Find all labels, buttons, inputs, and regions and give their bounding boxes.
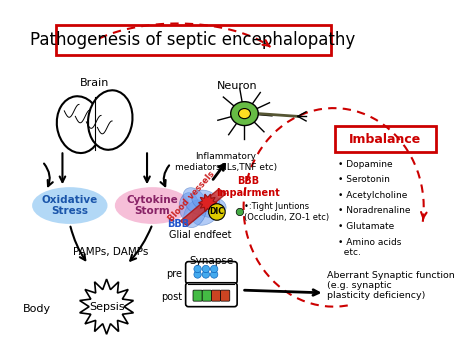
FancyBboxPatch shape <box>186 283 237 307</box>
FancyBboxPatch shape <box>186 262 237 284</box>
Text: post: post <box>161 291 182 301</box>
Circle shape <box>210 265 218 273</box>
Text: BBB: BBB <box>167 219 189 229</box>
Polygon shape <box>199 194 217 212</box>
Text: • Serotonin: • Serotonin <box>338 175 390 184</box>
Ellipse shape <box>192 190 220 212</box>
Text: Inflammatory
mediators(ILs,TNF etc): Inflammatory mediators(ILs,TNF etc) <box>175 152 277 171</box>
Circle shape <box>210 271 218 278</box>
Circle shape <box>202 265 210 273</box>
Text: • Noradrenaline: • Noradrenaline <box>338 207 411 215</box>
Ellipse shape <box>238 109 250 119</box>
Text: Aberrant Synaptic function
(e.g. synaptic
plasticity deficiency): Aberrant Synaptic function (e.g. synapti… <box>327 271 455 300</box>
Text: • Amino acids
  etc.: • Amino acids etc. <box>338 238 401 257</box>
FancyBboxPatch shape <box>202 290 211 301</box>
Ellipse shape <box>57 96 101 153</box>
Polygon shape <box>180 189 226 226</box>
FancyBboxPatch shape <box>56 25 331 55</box>
Circle shape <box>194 271 201 278</box>
Circle shape <box>236 208 244 215</box>
Ellipse shape <box>231 102 258 126</box>
Text: Imbalance: Imbalance <box>349 133 421 146</box>
Text: Glial endfeet: Glial endfeet <box>169 230 232 240</box>
FancyBboxPatch shape <box>211 290 220 301</box>
Text: Blood vessels: Blood vessels <box>167 169 217 223</box>
Ellipse shape <box>192 202 219 225</box>
Ellipse shape <box>32 187 108 224</box>
Ellipse shape <box>197 197 226 218</box>
Ellipse shape <box>88 90 133 150</box>
Ellipse shape <box>183 188 207 214</box>
Text: Neuron: Neuron <box>217 81 257 91</box>
Ellipse shape <box>115 187 190 224</box>
Text: PAMPs, DAMPs: PAMPs, DAMPs <box>73 246 148 257</box>
Text: pre: pre <box>166 269 182 279</box>
Text: • Acetylcholine: • Acetylcholine <box>338 191 408 200</box>
Ellipse shape <box>183 200 206 228</box>
FancyBboxPatch shape <box>220 290 230 301</box>
Text: Brain: Brain <box>80 78 109 88</box>
Text: Sepsis: Sepsis <box>89 302 124 312</box>
Text: Oxidative
Stress: Oxidative Stress <box>42 195 98 216</box>
Text: Pathogenesis of septic encephalopathy: Pathogenesis of septic encephalopathy <box>30 31 356 49</box>
Circle shape <box>209 204 225 220</box>
Text: DIC: DIC <box>210 207 224 217</box>
Text: • Dopamine: • Dopamine <box>338 159 393 169</box>
Text: Cytokine
Storm: Cytokine Storm <box>127 195 178 216</box>
Text: Synapse: Synapse <box>189 256 234 266</box>
Circle shape <box>202 271 210 278</box>
Text: •:Tight Juntions
(Occludin, ZO-1 etc): •:Tight Juntions (Occludin, ZO-1 etc) <box>245 202 329 222</box>
Text: Body: Body <box>23 304 51 313</box>
Circle shape <box>194 265 201 273</box>
FancyBboxPatch shape <box>335 126 436 152</box>
Polygon shape <box>80 279 134 334</box>
FancyBboxPatch shape <box>193 290 202 301</box>
Ellipse shape <box>179 193 200 222</box>
Text: • Glutamate: • Glutamate <box>338 222 394 231</box>
Text: BBB
impairment: BBB impairment <box>216 176 280 198</box>
